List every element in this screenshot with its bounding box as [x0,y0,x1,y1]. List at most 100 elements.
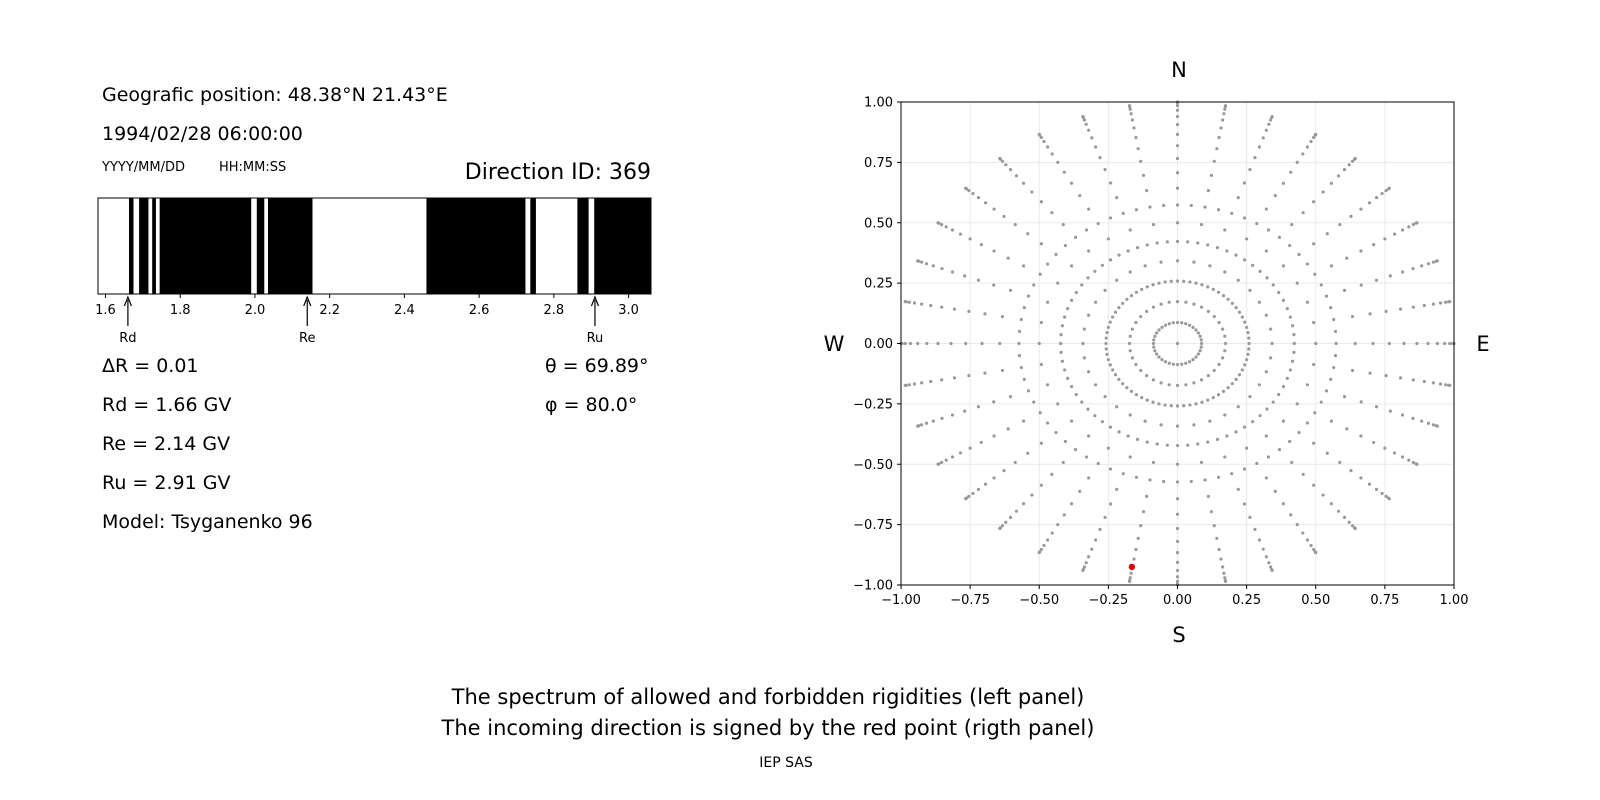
direction-point [992,207,996,211]
direction-point [925,341,929,346]
direction-point [1387,497,1391,501]
direction-point [1313,272,1317,276]
direction-point [1420,264,1424,268]
direction-point [1281,181,1286,185]
direction-point [1151,222,1156,227]
direction-point [1199,378,1204,382]
direction-point [1128,413,1132,417]
spectrum-tick-label: 1.6 [95,303,116,318]
direction-point [1087,128,1091,132]
direction-point [1045,300,1050,304]
y-tick-label: −0.75 [853,518,893,533]
direction-point [950,455,955,459]
direction-point [1167,383,1171,387]
direction-point [1169,404,1173,408]
direction-point [1103,515,1107,519]
direction-point [1411,305,1415,309]
direction-point [1222,112,1226,116]
direction-point [1187,360,1192,364]
direction-point [1248,515,1252,519]
direction-point [1115,487,1119,491]
direction-point [1226,297,1230,301]
direction-point [1288,439,1292,444]
direction-point [1098,156,1102,160]
direction-point [1431,423,1435,427]
y-tick-label: 1.00 [864,96,893,111]
direction-point [1039,547,1043,552]
direction-point [967,189,971,193]
direction-point [967,374,971,378]
direction-point [1175,104,1180,108]
direction-point [1374,405,1379,409]
direction-point [976,196,981,200]
direction-point [1398,376,1403,380]
forbidden-band-4 [256,198,265,294]
direction-point [1347,520,1351,524]
direction-point [1415,462,1419,466]
direction-point [1167,361,1171,365]
direction-point [1237,310,1242,314]
direction-point [1255,221,1259,226]
direction-point [1246,352,1250,356]
y-tick-label: −1.00 [853,579,893,594]
direction-point [1359,283,1363,287]
direction-point [1301,531,1305,535]
direction-point [1196,241,1200,245]
direction-point [1230,211,1234,215]
direction-point [1292,333,1296,337]
direction-point [1145,398,1149,402]
direction-point [976,278,981,282]
direction-points [899,100,1456,587]
direction-point [967,309,971,313]
direction-point [1347,163,1351,167]
direction-point [1203,205,1207,209]
direction-point [1305,145,1310,149]
direction-point [1056,281,1060,285]
direction-point [1066,376,1070,381]
direction-point [1060,359,1065,363]
direction-point [1253,527,1257,531]
direction-point [1109,181,1113,185]
direction-point [1321,190,1325,194]
direction-point [1126,434,1130,438]
direction-point [1103,288,1107,293]
direction-point [1216,393,1221,397]
direction-point [1013,222,1017,227]
direction-point [940,416,944,420]
y-tick-label: −0.25 [853,397,893,412]
direction-point [907,383,911,387]
direction-point [1169,279,1173,283]
direction-point [1245,446,1249,450]
direction-point [1004,163,1008,167]
direction-point [1301,472,1305,476]
direction-point [1153,334,1157,338]
direction-point [1319,400,1323,404]
direction-point [1400,270,1405,274]
spectrum-tick-label: 2.4 [394,303,415,318]
direction-point [1353,526,1357,531]
direction-point [1159,423,1163,427]
direction-point [1257,300,1261,304]
direction-point [1000,524,1005,528]
direction-point [1160,325,1164,329]
direction-point [1026,389,1031,393]
spectrum-tick-label: 1.8 [170,303,191,318]
marker-arrowhead-ru [590,295,600,307]
direction-point [952,376,957,380]
direction-point [1240,368,1244,372]
direction-point [1084,122,1088,126]
direction-point [1175,171,1180,175]
direction-point [1039,135,1043,140]
direction-point [1309,543,1313,548]
direction-point [1106,325,1110,329]
forbidden-band-9 [594,198,651,294]
direction-point [908,341,913,346]
direction-ticks: −1.00−1.00 −0.75 −0.75 −0.50 −0.50 −0.25 −0.25… [853,96,1468,609]
direction-point [1134,475,1139,479]
direction-point [964,186,968,190]
direction-point [1350,524,1355,528]
direction-point [1243,363,1247,367]
direction-point [1108,467,1113,471]
direction-point [1087,249,1091,253]
direction-point [971,191,975,196]
